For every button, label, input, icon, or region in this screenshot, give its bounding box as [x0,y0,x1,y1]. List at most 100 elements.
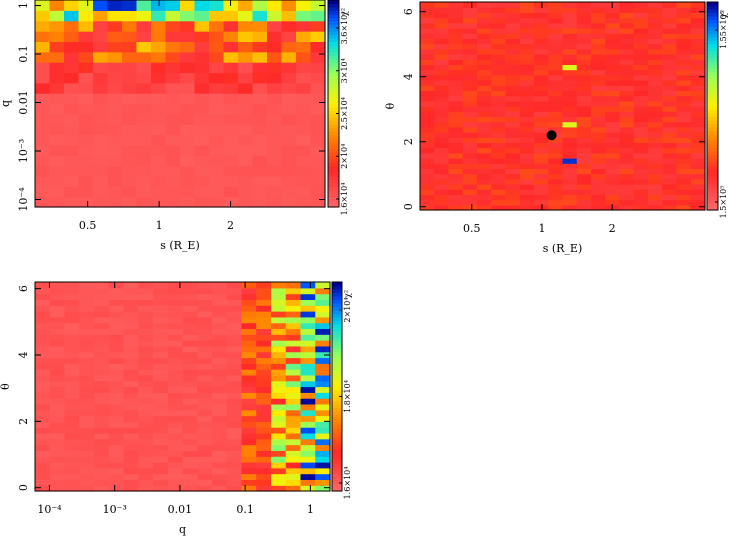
heatmap-cell [633,137,649,143]
heatmap-cell [300,334,316,341]
heatmap-cell [252,155,268,167]
heatmap-cell [315,456,331,463]
heatmap-cell [108,392,125,399]
colorbar-tick-label: 1.6×10⁴ [343,467,352,500]
heatmap-cell [300,328,316,335]
heatmap-cell [197,305,213,312]
heatmap-cell [648,189,663,195]
heatmap-cell [197,282,213,289]
heatmap-cell [182,345,198,353]
heatmap-cell [256,369,272,376]
heatmap-cell [315,340,331,347]
heatmap-cell [267,113,283,125]
heatmap-cell [138,398,154,405]
heatmap-cell [180,196,196,208]
heatmap-cell [153,357,169,364]
heatmap-cell [151,20,167,32]
heatmap-cell [648,12,663,19]
colorbar-swatch [707,99,718,104]
heatmap-cell [633,12,649,19]
heatmap-cell [123,351,139,359]
heatmap-cell [271,340,287,347]
heatmap-cell [123,311,139,318]
heatmap-cell [619,95,635,102]
colorbar-swatch [707,116,718,121]
heatmap-cell [49,415,66,422]
heatmap-cell [136,0,152,11]
heatmap-cell [605,95,621,102]
heatmap-cell [285,473,302,480]
heatmap-cell [49,340,66,347]
heatmap-cell [153,305,169,312]
heatmap-cell [576,17,592,24]
heatmap-cell [491,121,507,128]
heatmap-cell [315,409,331,417]
heatmap-cell [648,64,663,71]
heatmap-cells [35,0,326,208]
heatmap-cell [165,31,181,42]
heatmap-cell [252,175,268,187]
heatmap-cell [420,33,435,39]
heatmap-cell [197,322,213,330]
heatmap-cell [212,473,228,480]
heatmap-cell [315,328,331,335]
heatmap-cell [462,121,478,128]
heatmap-cell [662,90,678,97]
heatmap-cell [605,22,621,29]
heatmap-cell [271,421,287,428]
heatmap-cell [167,299,184,306]
heatmap-cell [107,10,123,22]
heatmap-cell [562,69,578,76]
heatmap-cell [434,7,450,13]
heatmap-cell [271,316,287,324]
heatmap-cell [165,155,181,167]
heatmap-cell [648,163,663,169]
heatmap-cell [226,340,243,347]
heatmap-cell [167,287,184,295]
heatmap-cell [491,64,507,71]
heatmap-cell [505,64,521,71]
heatmap-cell [107,155,123,167]
heatmap-cell [619,142,635,149]
colorbar-swatch [332,379,342,384]
heatmap-cell [690,111,706,117]
heatmap-cell [676,173,692,180]
heatmap-cell [648,59,663,65]
heatmap-cell [35,328,51,335]
heatmap-cell [182,334,198,341]
heatmap-cell [182,485,198,492]
heatmap-cell [271,467,287,475]
heatmap-cell [462,189,478,195]
heatmap-cell [108,305,125,312]
heatmap-cell [256,386,272,393]
heatmap-cell [690,43,706,50]
heatmap-cell [49,456,66,463]
heatmap-cell [534,43,549,50]
heatmap-cell [420,132,435,138]
heatmap-cell [676,85,692,91]
heatmap-cell [648,184,663,190]
heatmap-cell [534,80,549,86]
heatmap-cell [281,196,297,208]
heatmap-cell [35,473,51,480]
heatmap-cell [194,103,210,115]
colorbar-swatch [328,162,339,167]
heatmap-cell [462,163,478,169]
colorbar-swatch [328,72,339,77]
heatmap-cell [548,28,564,34]
heatmap-cell [434,100,450,107]
heatmap-cell [434,22,450,29]
heatmap-cell [49,196,65,208]
heatmap-cell [548,189,564,195]
heatmap-cell [477,158,492,164]
heatmap-cell [605,168,621,175]
heatmap-cell [420,121,435,128]
heatmap-cell [562,189,578,195]
heatmap-cell [197,427,213,434]
heatmap-cell [197,340,213,347]
heatmap-cell [648,142,663,149]
heatmap-cell [212,461,228,469]
heatmap-cell [167,467,184,475]
